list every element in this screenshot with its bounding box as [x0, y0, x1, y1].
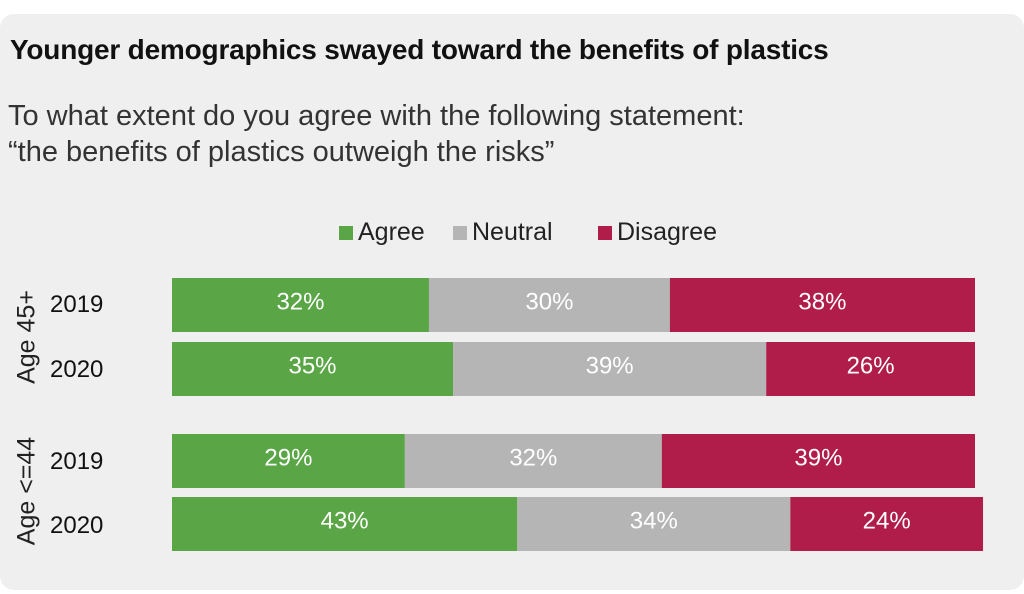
bar-44-under-2019-disagree	[661, 434, 975, 488]
data-label-44-under-2019-neutral: 32%	[509, 444, 557, 471]
subtitle-line-1: To what extent do you agree with the fol…	[8, 100, 745, 132]
legend-label-neutral: Neutral	[472, 218, 553, 246]
bar-45-plus-2019-agree	[172, 278, 429, 332]
data-label-44-under-2019-agree: 29%	[264, 444, 312, 471]
data-label-44-under-2020-agree: 43%	[321, 507, 369, 534]
data-label-44-under-2020-neutral: 34%	[630, 507, 678, 534]
row-label-45-plus-2019: 2019	[50, 291, 104, 318]
legend-swatch-agree	[339, 225, 353, 240]
legend-item-disagree: Disagree	[598, 218, 717, 247]
legend-item-neutral: Neutral	[453, 218, 553, 247]
bar-45-plus-2019-disagree	[669, 278, 975, 332]
bar-44-under-2019-agree	[172, 434, 405, 488]
data-label-45-plus-2019-agree: 32%	[276, 288, 324, 315]
data-label-45-plus-2020-disagree: 26%	[847, 352, 895, 379]
legend-swatch-neutral	[453, 225, 467, 240]
data-label-44-under-2019-disagree: 39%	[794, 444, 842, 471]
bar-44-under-2020-neutral	[517, 497, 791, 551]
row-label-44-under-2020: 2020	[50, 512, 104, 539]
data-label-45-plus-2019-disagree: 38%	[798, 288, 846, 315]
bar-45-plus-2020-disagree	[766, 342, 975, 396]
chart-legend: Agree Neutral Disagree	[0, 218, 1024, 248]
legend-label-agree: Agree	[358, 218, 425, 246]
legend-swatch-disagree	[598, 225, 612, 240]
data-label-45-plus-2020-agree: 35%	[288, 352, 336, 379]
subtitle-line-2: “the benefits of plastics outweigh the r…	[8, 136, 555, 168]
chart-title: Younger demographics swayed toward the b…	[10, 34, 829, 65]
bar-44-under-2019-neutral	[404, 434, 662, 488]
data-label-44-under-2020-disagree: 24%	[863, 507, 911, 534]
legend-item-agree: Agree	[339, 218, 425, 247]
bar-44-under-2020-disagree	[790, 497, 984, 551]
data-label-45-plus-2019-neutral: 30%	[525, 288, 573, 315]
bar-45-plus-2019-neutral	[428, 278, 670, 332]
row-label-44-under-2019: 2019	[50, 448, 104, 475]
data-label-45-plus-2020-neutral: 39%	[586, 352, 634, 379]
legend-label-disagree: Disagree	[617, 218, 718, 246]
row-label-45-plus-2020: 2020	[50, 356, 104, 383]
bar-45-plus-2020-agree	[172, 342, 454, 396]
chart-subtitle: To what extent do you agree with the fol…	[8, 98, 745, 170]
bar-45-plus-2020-neutral	[453, 342, 767, 396]
bar-44-under-2020-agree	[172, 497, 518, 551]
